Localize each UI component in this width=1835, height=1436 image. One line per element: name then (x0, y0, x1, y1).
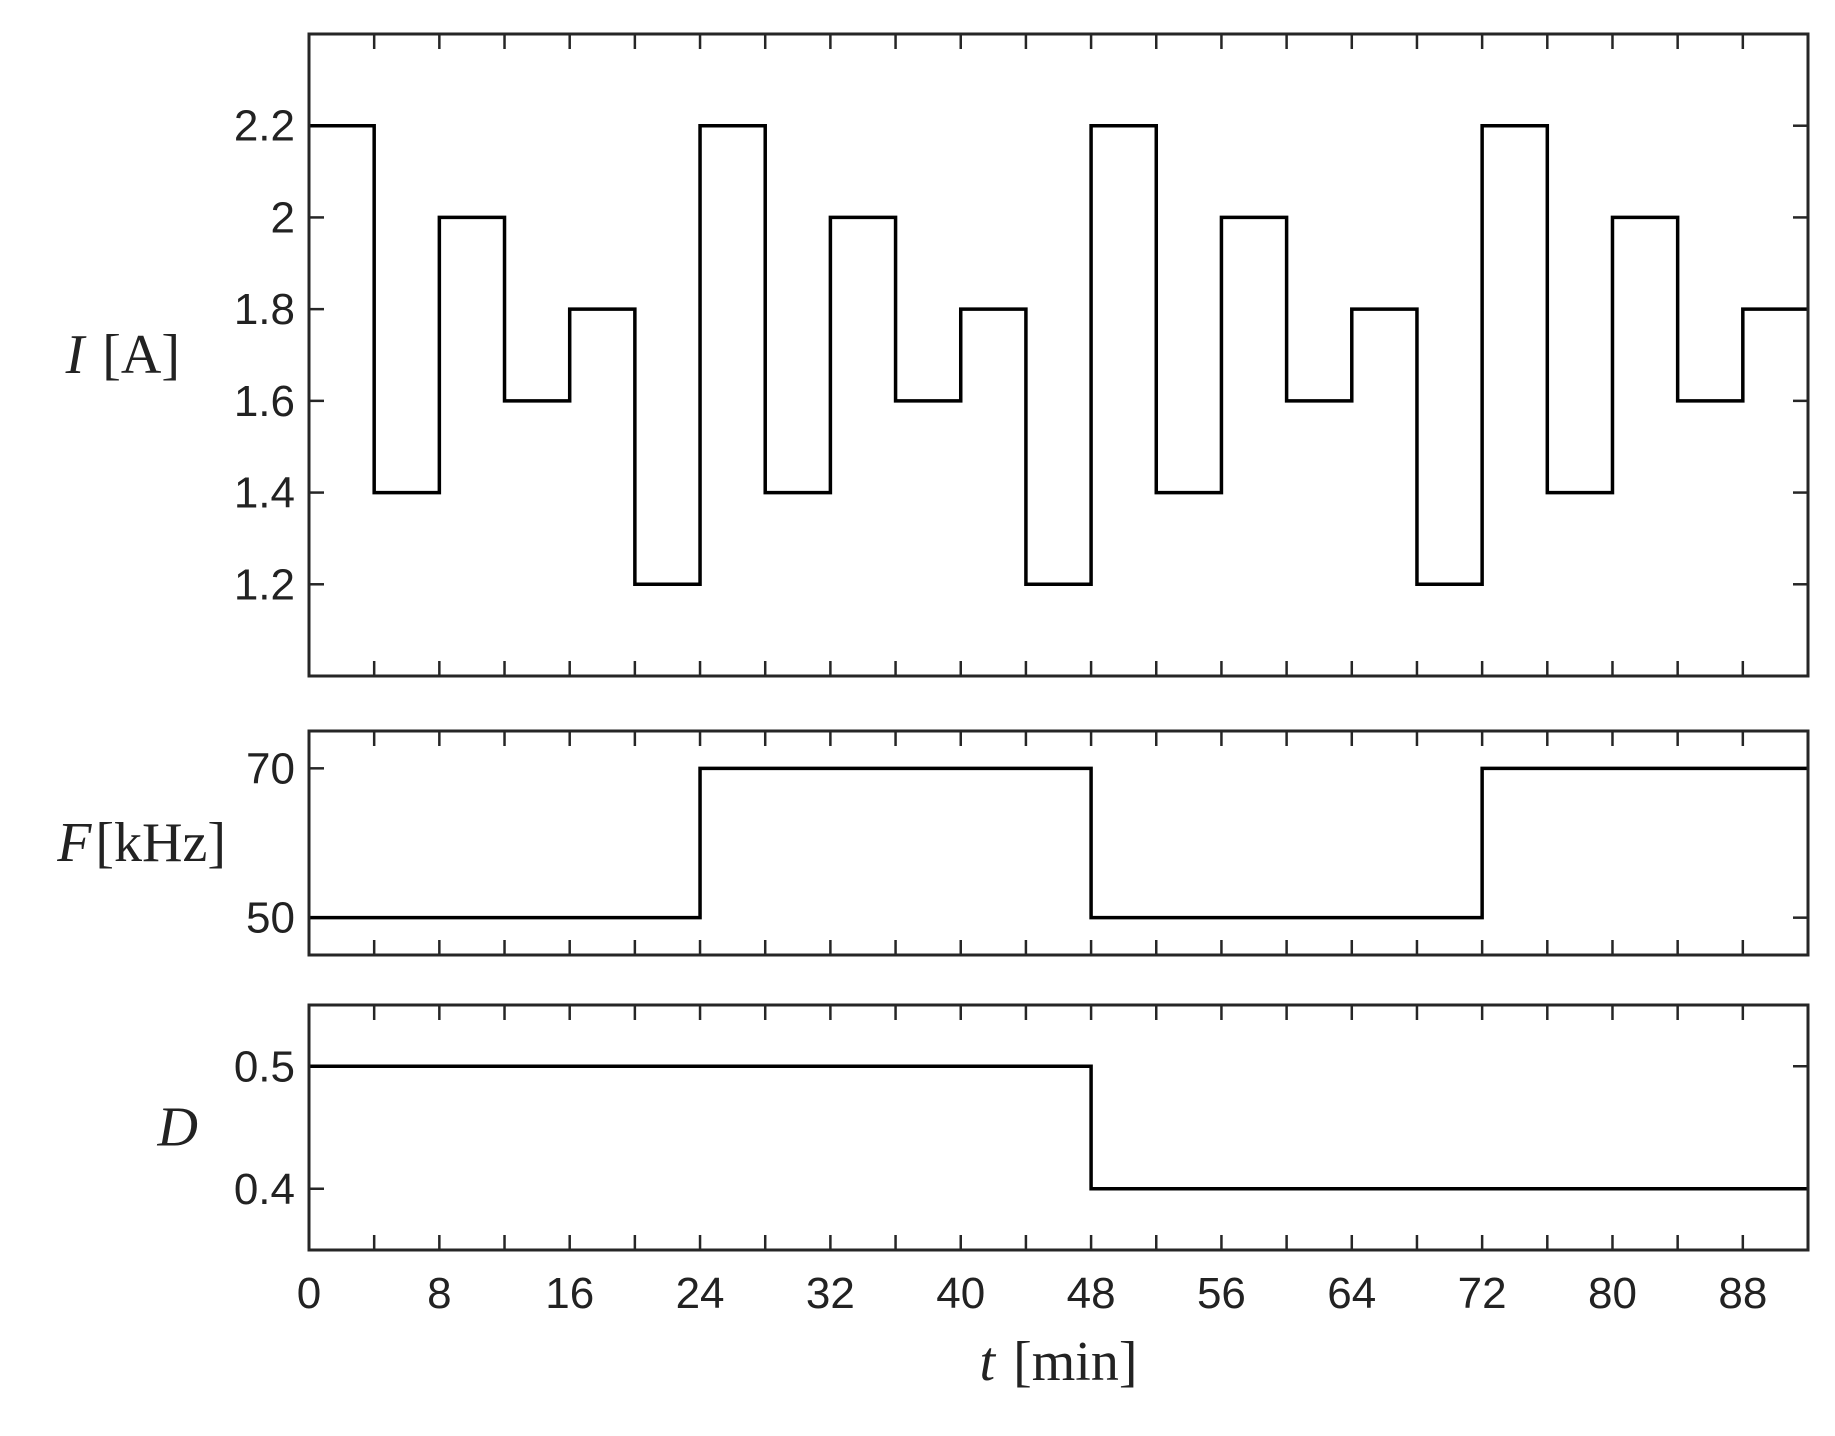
x-axis-label: t [min] (980, 1331, 1138, 1393)
y-tick-label: 1.6 (234, 377, 295, 426)
y-axis-label-unit: [kHz] (95, 812, 226, 874)
y-tick-label: 70 (246, 744, 295, 793)
axes-box (307, 32, 1810, 678)
y-axis-label-variable: D (157, 1097, 198, 1159)
panel-1: 1.2 1.4 1.6 1.8 2 2.2 I [A] (65, 32, 1810, 678)
x-tick-label: 64 (1327, 1269, 1376, 1318)
y-axis-label: D (157, 1097, 198, 1159)
series-line (309, 1064, 1808, 1191)
x-axis-label-variable: t (980, 1331, 997, 1393)
x-tick-label: 56 (1197, 1269, 1246, 1318)
y-tick-label: 0.4 (234, 1165, 295, 1214)
y-tick-label: 1.2 (234, 560, 295, 609)
x-tick-label: 72 (1458, 1269, 1507, 1318)
x-tick-label: 8 (427, 1269, 451, 1318)
y-tick-label: 1.4 (234, 469, 295, 518)
y-axis-label-variable: F (56, 812, 92, 874)
series-line (309, 766, 1808, 920)
x-tick-label: 0 (297, 1269, 321, 1318)
y-tick-label: 2 (271, 193, 295, 242)
y-tick-label: 2.2 (234, 102, 295, 151)
y-tick-label: 1.8 (234, 285, 295, 334)
x-tick-label: 80 (1588, 1269, 1637, 1318)
series-line (309, 123, 1808, 587)
x-tick-label: 24 (676, 1269, 725, 1318)
x-tick-label: 48 (1067, 1269, 1116, 1318)
axes-box (307, 1003, 1810, 1252)
y-axis-label: F[kHz] (56, 812, 226, 874)
axes-box (307, 729, 1810, 957)
x-tick-label: 88 (1718, 1269, 1767, 1318)
x-tick-label: 32 (806, 1269, 855, 1318)
panel-2: 50 70 F[kHz] (56, 729, 1810, 957)
y-tick-label: 0.5 (234, 1042, 295, 1091)
x-axis-label-unit: [min] (1013, 1331, 1137, 1393)
y-tick-label: 50 (246, 894, 295, 943)
y-axis-label-unit: [A] (102, 324, 180, 386)
x-tick-label: 16 (545, 1269, 594, 1318)
x-tick-label: 40 (936, 1269, 985, 1318)
panel-3: 0.4 0.5 D 0 8 16 24 32 40 48 56 64 72 80 88 t [min] (157, 1003, 1810, 1393)
y-axis-label: I [A] (65, 324, 180, 386)
y-axis-label-variable: I (65, 324, 87, 386)
